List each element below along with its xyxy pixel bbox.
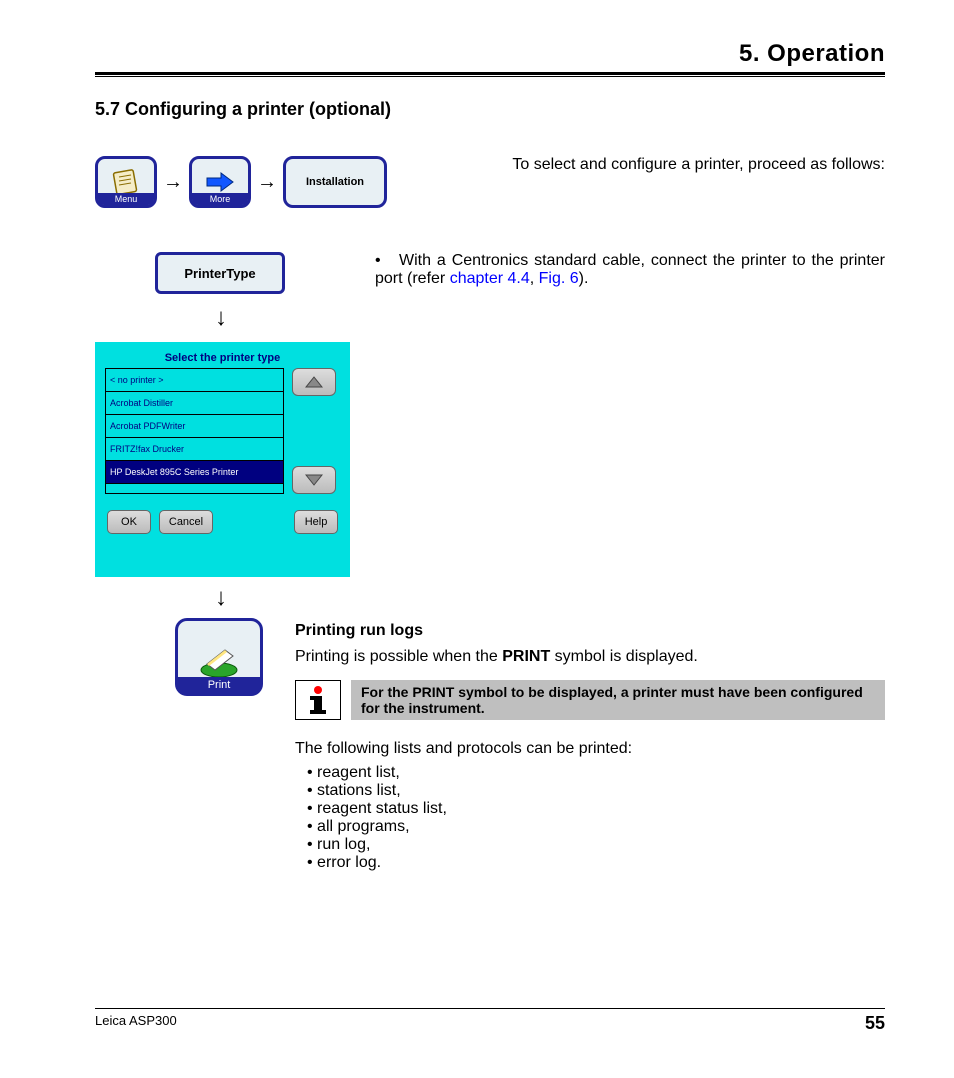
nav-flow: Menu → More → Installation	[95, 156, 387, 208]
printable-list: The following lists and protocols can be…	[295, 740, 885, 872]
page-footer: Leica ASP300 55	[95, 1007, 885, 1034]
runlogs-line: Printing is possible when the PRINT symb…	[295, 648, 885, 666]
runlogs-heading: Printing run logs	[295, 622, 885, 640]
centronics-sep: ,	[530, 270, 539, 287]
scroll-down-button[interactable]	[292, 466, 336, 494]
runlogs-section: Printing run logs Printing is possible w…	[295, 622, 885, 872]
menu-button[interactable]: Menu	[95, 156, 157, 208]
list-item[interactable]: Acrobat PDFWriter	[106, 415, 283, 438]
link-fig[interactable]: Fig. 6	[539, 270, 579, 287]
scroll-up-button[interactable]	[292, 368, 336, 396]
help-button[interactable]: Help	[294, 510, 338, 534]
centronics-suffix: ).	[579, 270, 589, 287]
list-item: run log,	[307, 836, 885, 854]
notepad-icon	[111, 169, 141, 195]
printer-type-dialog: Select the printer type < no printer > A…	[95, 342, 350, 577]
dialog-title: Select the printer type	[99, 346, 346, 368]
list-item[interactable]: FRITZ!fax Drucker	[106, 438, 283, 461]
cancel-button[interactable]: Cancel	[159, 510, 213, 534]
section-title: 5.7 Configuring a printer (optional)	[95, 99, 885, 120]
list-item[interactable]: HP DeskJet 895C Series Printer	[106, 461, 283, 484]
printer-type-button[interactable]: PrinterType	[155, 252, 285, 294]
arrow-right-icon: →	[257, 171, 277, 194]
installation-button[interactable]: Installation	[283, 156, 387, 208]
printable-intro: The following lists and protocols can be…	[295, 740, 885, 758]
ok-button[interactable]: OK	[107, 510, 151, 534]
page-number: 55	[865, 1013, 885, 1034]
installation-label: Installation	[306, 176, 364, 188]
print-caption: Print	[178, 677, 260, 693]
print-icon	[197, 640, 241, 680]
intro-text: To select and configure a printer, proce…	[512, 156, 885, 174]
arrow-right-blue-icon	[205, 172, 235, 192]
product-name: Leica ASP300	[95, 1013, 177, 1034]
list-item: stations list,	[307, 782, 885, 800]
more-button[interactable]: More	[189, 156, 251, 208]
triangle-up-icon	[305, 376, 323, 388]
menu-caption: Menu	[98, 193, 154, 205]
print-button[interactable]: Print	[175, 618, 263, 696]
chapter-header: 5. Operation	[95, 40, 885, 72]
list-item: error log.	[307, 854, 885, 872]
printer-list[interactable]: < no printer > Acrobat Distiller Acrobat…	[105, 368, 284, 494]
list-item[interactable]: Acrobat Distiller	[106, 392, 283, 415]
arrow-right-icon: →	[163, 171, 183, 194]
info-note: For the PRINT symbol to be displayed, a …	[351, 680, 885, 720]
list-item[interactable]: < no printer >	[106, 369, 283, 392]
rule-thick	[95, 72, 885, 75]
list-item: all programs,	[307, 818, 885, 836]
triangle-down-icon	[305, 474, 323, 486]
link-chapter[interactable]: chapter 4.4	[450, 270, 530, 287]
printer-type-label: PrinterType	[184, 266, 255, 281]
arrow-down-icon: ↓	[215, 584, 227, 612]
rule-thin	[95, 76, 885, 77]
arrow-down-icon: ↓	[215, 304, 227, 332]
centronics-text: •With a Centronics standard cable, conne…	[375, 252, 885, 288]
list-item: reagent status list,	[307, 800, 885, 818]
more-caption: More	[192, 193, 248, 205]
list-item: reagent list,	[307, 764, 885, 782]
info-icon	[295, 680, 341, 720]
